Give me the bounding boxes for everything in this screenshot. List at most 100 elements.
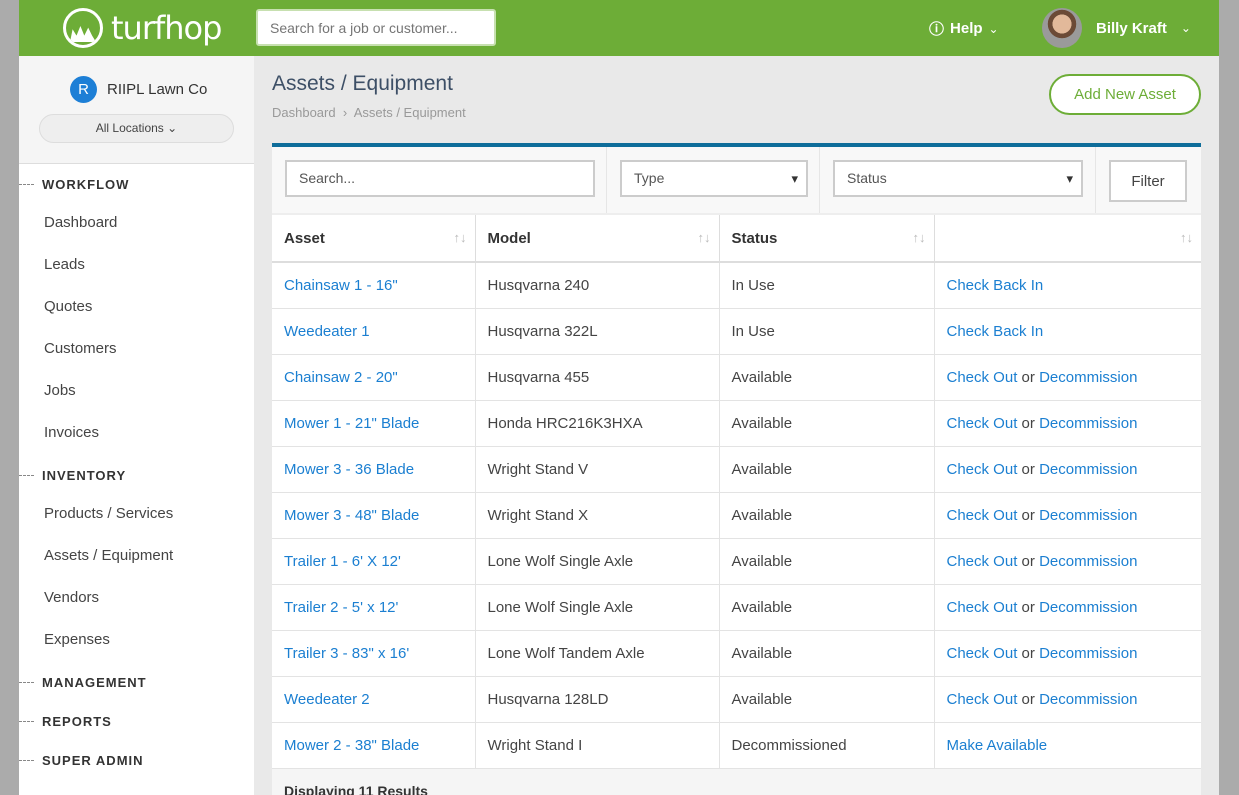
model-cell: Lone Wolf Tandem Axle	[475, 630, 720, 677]
asset-link[interactable]: Mower 3 - 36 Blade	[284, 460, 415, 478]
breadcrumb-dashboard[interactable]: Dashboard	[272, 105, 336, 120]
asset-link[interactable]: Mower 2 - 38" Blade	[284, 736, 420, 754]
action-link[interactable]: Check Back In	[946, 322, 1044, 340]
asset-link[interactable]: Trailer 2 - 5' x 12'	[284, 598, 399, 616]
sort-icon: ↑↓	[1180, 230, 1193, 245]
table-row: Trailer 2 - 5' x 12' Lone Wolf Single Ax…	[272, 584, 1201, 631]
section-super-admin[interactable]: SUPER ADMIN	[19, 753, 144, 768]
action-link[interactable]: Check Out	[946, 598, 1018, 616]
asset-link[interactable]: Chainsaw 1 - 16"	[284, 276, 398, 294]
asset-cell: Trailer 3 - 83" x 16'	[272, 630, 476, 677]
action-link[interactable]: Decommission	[1039, 368, 1138, 386]
or-text: or	[1021, 460, 1035, 478]
sidebar-item-quotes[interactable]: Quotes	[44, 298, 93, 315]
section-management[interactable]: MANAGEMENT	[19, 675, 147, 690]
model-cell: Husqvarna 455	[475, 354, 720, 401]
action-link[interactable]: Decommission	[1039, 644, 1138, 662]
top-bar: turfhop ⓘ Help ⌄ Billy Kraft ⌄	[19, 0, 1219, 56]
filter-button[interactable]: Filter	[1109, 160, 1187, 202]
action-link[interactable]: Check Back In	[946, 276, 1044, 294]
action-link[interactable]: Check Out	[946, 552, 1018, 570]
org-avatar: R	[70, 76, 97, 103]
actions-cell: Check Out or Decommission	[934, 630, 1201, 677]
asset-cell: Mower 1 - 21" Blade	[272, 400, 476, 447]
section-workflow[interactable]: WORKFLOW	[19, 177, 129, 192]
actions-cell: Check Out or Decommission	[934, 676, 1201, 723]
column-actions[interactable]: ↑↓	[934, 215, 1201, 263]
column-model[interactable]: Model ↑↓	[475, 215, 720, 263]
action-link[interactable]: Decommission	[1039, 506, 1138, 524]
status-select[interactable]: Status	[833, 160, 1083, 197]
status-select-value: Status	[847, 170, 887, 186]
asset-link[interactable]: Trailer 3 - 83" x 16'	[284, 644, 410, 662]
action-link[interactable]: Check Out	[946, 506, 1018, 524]
asset-link[interactable]: Mower 1 - 21" Blade	[284, 414, 420, 432]
table-row: Weedeater 2 Husqvarna 128LD Available Ch…	[272, 676, 1201, 723]
asset-search-input[interactable]: Search...	[285, 160, 595, 197]
model-cell: Wright Stand V	[475, 446, 720, 493]
status-cell: Available	[719, 446, 935, 493]
sidebar-item-expenses[interactable]: Expenses	[44, 631, 110, 648]
column-status[interactable]: Status ↑↓	[719, 215, 935, 263]
type-select[interactable]: Type	[620, 160, 808, 197]
chevron-right-icon: ›	[342, 105, 348, 120]
asset-cell: Mower 2 - 38" Blade	[272, 722, 476, 769]
global-search-input[interactable]	[256, 9, 496, 46]
or-text: or	[1021, 690, 1035, 708]
question-icon: ⓘ	[929, 21, 945, 38]
asset-link[interactable]: Trailer 1 - 6' X 12'	[284, 552, 401, 570]
location-dropdown[interactable]: All Locations ⌄	[39, 114, 234, 143]
asset-cell: Mower 3 - 48" Blade	[272, 492, 476, 539]
action-link[interactable]: Decommission	[1039, 690, 1138, 708]
asset-link[interactable]: Weedeater 1	[284, 322, 370, 340]
sidebar-item-customers[interactable]: Customers	[44, 340, 117, 357]
column-asset[interactable]: Asset ↑↓	[272, 215, 476, 263]
organization: R RIIPL Lawn Co	[70, 76, 207, 103]
chevron-down-icon: ⌄	[167, 121, 178, 135]
sidebar-item-vendors[interactable]: Vendors	[44, 589, 100, 606]
asset-link[interactable]: Chainsaw 2 - 20"	[284, 368, 398, 386]
model-cell: Husqvarna 322L	[475, 308, 720, 355]
sidebar-item-jobs[interactable]: Jobs	[44, 382, 76, 399]
asset-link[interactable]: Mower 3 - 48" Blade	[284, 506, 420, 524]
or-text: or	[1021, 644, 1035, 662]
sort-icon: ↑↓	[697, 230, 711, 245]
action-link[interactable]: Check Out	[946, 690, 1018, 708]
avatar	[1042, 8, 1082, 48]
action-link[interactable]: Decommission	[1039, 414, 1138, 432]
filter-bar: Search... Type Status Filter	[272, 147, 1201, 215]
action-link[interactable]: Check Out	[946, 644, 1018, 662]
breadcrumb-current: Assets / Equipment	[353, 105, 466, 120]
or-text: or	[1021, 414, 1035, 432]
add-new-asset-button[interactable]: Add New Asset	[1049, 74, 1201, 115]
action-link[interactable]: Decommission	[1039, 552, 1138, 570]
turfhop-logo[interactable]: turfhop	[63, 8, 222, 48]
action-link[interactable]: Check Out	[946, 414, 1018, 432]
user-menu[interactable]: Billy Kraft ⌄	[1042, 8, 1191, 48]
actions-cell: Check Out or Decommission	[934, 446, 1201, 493]
asset-link[interactable]: Weedeater 2	[284, 690, 370, 708]
actions-cell: Check Out or Decommission	[934, 492, 1201, 539]
column-label: Model	[487, 229, 531, 247]
action-link[interactable]: Decommission	[1039, 598, 1138, 616]
actions-cell: Check Out or Decommission	[934, 354, 1201, 401]
action-link[interactable]: Make Available	[946, 736, 1048, 754]
section-inventory[interactable]: INVENTORY	[19, 468, 126, 483]
help-label: Help	[950, 20, 983, 37]
asset-cell: Weedeater 1	[272, 308, 476, 355]
table-row: Trailer 1 - 6' X 12' Lone Wolf Single Ax…	[272, 538, 1201, 585]
grass-logo-icon	[63, 8, 103, 48]
org-name: RIIPL Lawn Co	[107, 81, 208, 98]
help-menu[interactable]: ⓘ Help ⌄	[929, 18, 999, 39]
sidebar-item-invoices[interactable]: Invoices	[44, 424, 100, 441]
sidebar-item-products[interactable]: Products / Services	[44, 505, 174, 522]
sidebar-item-leads[interactable]: Leads	[44, 256, 85, 273]
action-link[interactable]: Check Out	[946, 460, 1018, 478]
action-link[interactable]: Decommission	[1039, 460, 1138, 478]
status-cell: Available	[719, 354, 935, 401]
column-label: Asset	[284, 229, 325, 247]
sidebar-item-dashboard[interactable]: Dashboard	[44, 214, 118, 231]
section-reports[interactable]: REPORTS	[19, 714, 112, 729]
sidebar-item-assets[interactable]: Assets / Equipment	[44, 547, 174, 564]
action-link[interactable]: Check Out	[946, 368, 1018, 386]
